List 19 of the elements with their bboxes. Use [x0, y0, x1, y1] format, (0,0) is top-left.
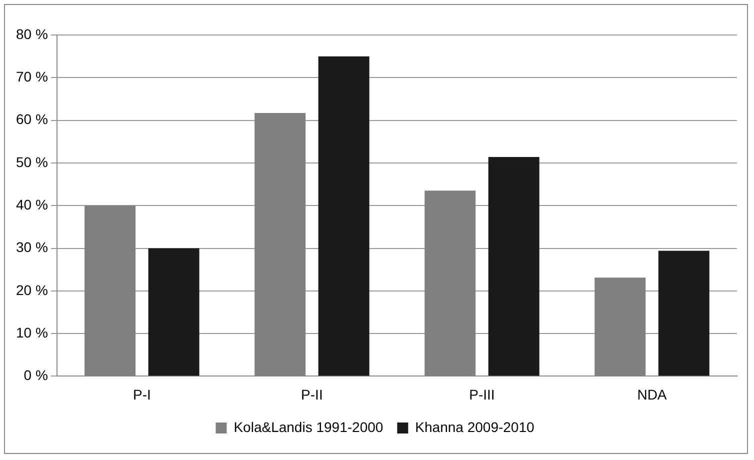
- x-tick-label: P-I: [132, 386, 151, 402]
- y-tick-label: 20 %: [16, 282, 48, 298]
- y-tick-label: 40 %: [16, 196, 48, 212]
- x-tick-label: P-II: [301, 386, 323, 402]
- y-tick-label: 30 %: [16, 239, 48, 256]
- y-tick-label: 80 %: [16, 26, 48, 42]
- bar: [658, 250, 710, 376]
- bar: [148, 248, 200, 376]
- y-tick-label: 70 %: [16, 68, 48, 85]
- x-tick-label: NDA: [637, 386, 668, 402]
- y-tick-label: 0 %: [24, 367, 48, 384]
- y-tick-label: 60 %: [16, 111, 48, 128]
- bar: [488, 156, 540, 376]
- legend-label: Khanna 2009-2010: [415, 418, 534, 435]
- bar: [318, 56, 370, 376]
- legend-label: Kola&Landis 1991-2000: [234, 418, 384, 435]
- y-tick-label: 10 %: [16, 324, 48, 340]
- y-tick-label: 50 %: [16, 154, 48, 170]
- x-tick-label: P-III: [469, 386, 495, 402]
